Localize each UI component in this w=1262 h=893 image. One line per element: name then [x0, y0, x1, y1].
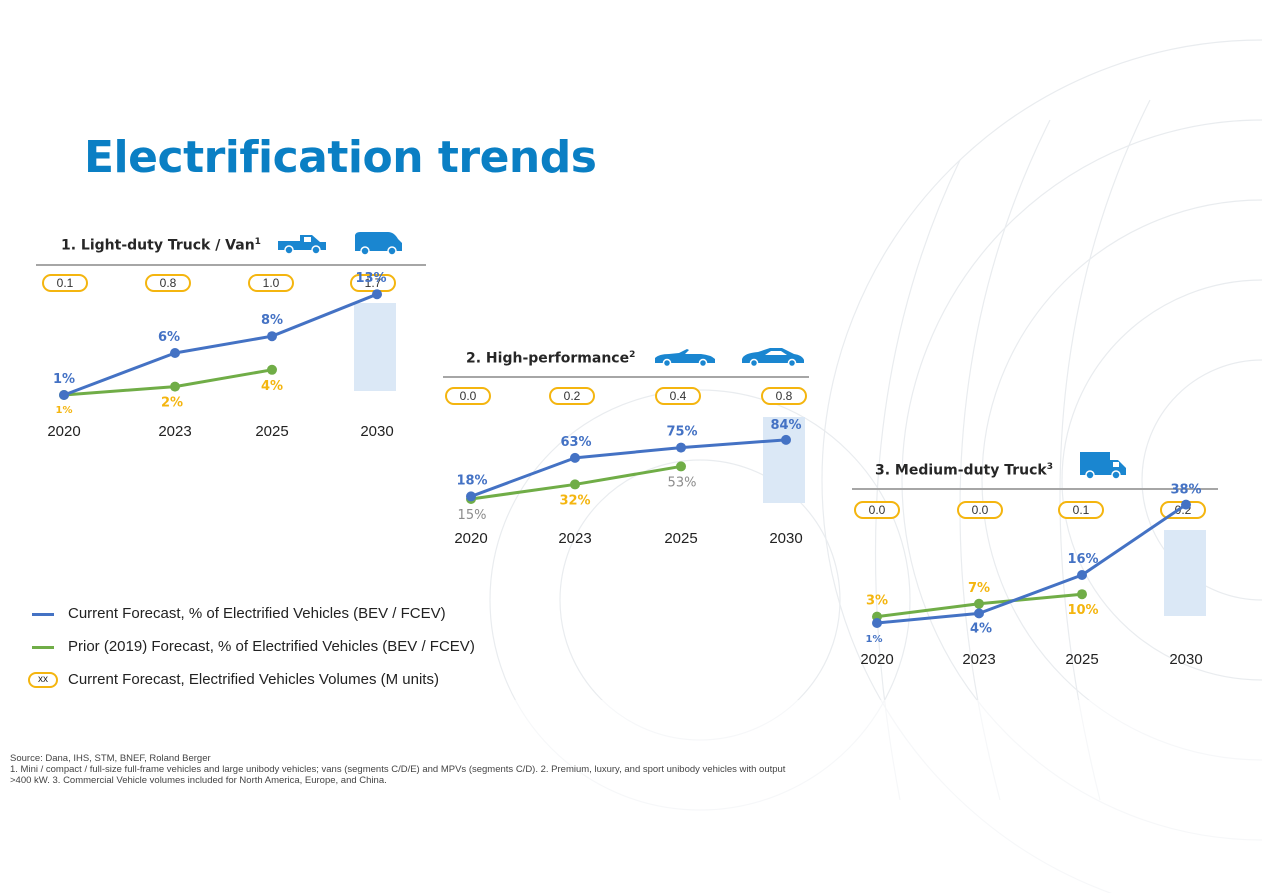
legend-label: Current Forecast, Electrified Vehicles V… [68, 671, 439, 688]
data-point-prior [974, 598, 984, 609]
highlight-band [1164, 530, 1206, 616]
footnote-line: 1. Mini / compact / full-size full-frame… [10, 764, 786, 775]
volume-pill: 0.1 [1058, 501, 1104, 519]
data-label: 4% [261, 379, 283, 394]
data-label: 1% [53, 372, 75, 387]
data-point-current [1181, 499, 1191, 510]
line-plot: 3% 7% 10% 1% 4% 16% 38% 2020 2023 2025 2030 [860, 483, 1206, 668]
chart-panel-medium-duty: 3. Medium-duty Truck3 0.0 0.0 0.1 0.2 3%… [852, 450, 1220, 670]
panel-title: 3. Medium-duty Truck3 [875, 462, 1053, 479]
data-label: 63% [560, 435, 591, 450]
category-label: 2030 [769, 530, 802, 547]
volume-pill: 0.8 [761, 387, 807, 405]
data-label: 3% [866, 594, 888, 609]
legend-swatch-prior [32, 646, 54, 649]
volume-pill: 0.0 [854, 501, 900, 519]
category-label: 2023 [558, 530, 591, 547]
series-line-current [63, 292, 378, 397]
category-label: 2025 [1065, 651, 1098, 668]
data-label: 32% [559, 493, 590, 508]
data-label: 1% [56, 405, 73, 416]
category-label: 2025 [255, 423, 288, 440]
page-title: Electrification trends [84, 132, 597, 183]
data-point-prior [170, 381, 180, 392]
data-label: 38% [1170, 483, 1201, 498]
category-label: 2020 [47, 423, 80, 440]
data-label: 10% [1067, 603, 1098, 618]
sports-car-icon [742, 348, 804, 368]
data-label: 15% [458, 508, 487, 523]
pickup-truck-icon [278, 235, 326, 255]
data-point-current [372, 289, 382, 300]
data-label: 75% [666, 425, 697, 440]
highlight-band [354, 303, 396, 391]
data-point-prior [570, 479, 580, 490]
chart-panel-light-duty: 1. Light-duty Truck / Van1 0.1 0.8 1.0 1… [36, 228, 428, 448]
legend-swatch-current [32, 613, 54, 616]
data-point-prior [1077, 589, 1087, 600]
panel-rule [36, 264, 426, 266]
line-plot: 1% 2% 4% 1% 6% 8% 13% 2020 2023 2025 2030 [47, 271, 396, 440]
category-label: 2023 [962, 651, 995, 668]
panel-rule [852, 488, 1218, 490]
data-label: 8% [261, 313, 283, 328]
series-line-current [876, 503, 1187, 625]
category-label: 2030 [360, 423, 393, 440]
legend-swatch-volumes: xx [28, 672, 58, 688]
data-point-current [59, 390, 69, 400]
data-label: 13% [355, 271, 386, 286]
series-line-current [470, 438, 787, 498]
data-label: 84% [770, 418, 801, 433]
category-label: 2023 [158, 423, 191, 440]
volume-pill: 0.4 [655, 387, 701, 405]
data-point-current [676, 442, 686, 453]
volume-pill: 0.2 [549, 387, 595, 405]
data-label: 53% [668, 475, 697, 490]
panel-title: 1. Light-duty Truck / Van1 [61, 237, 261, 254]
category-label: 2020 [454, 530, 487, 547]
data-label: 4% [970, 621, 992, 636]
panel-rule [443, 376, 809, 378]
data-point-current [570, 452, 580, 463]
data-point-current [267, 331, 277, 342]
volume-pill: 0.0 [445, 387, 491, 405]
highlight-band [763, 417, 805, 503]
category-label: 2020 [860, 651, 893, 668]
data-point-current [974, 608, 984, 619]
category-label: 2030 [1169, 651, 1202, 668]
data-point-current [170, 348, 180, 358]
data-point-current [781, 434, 791, 445]
van-icon [355, 232, 402, 256]
legend-label: Current Forecast, % of Electrified Vehic… [68, 605, 446, 622]
data-label: 16% [1067, 552, 1098, 567]
footnote-line: >400 kW. 3. Commercial Vehicle volumes i… [10, 775, 387, 786]
legend-label: Prior (2019) Forecast, % of Electrified … [68, 638, 475, 655]
volume-pill: 1.0 [248, 274, 294, 292]
data-point-prior [676, 461, 686, 472]
data-point-current [872, 618, 882, 628]
line-plot: 15% 32% 53% 18% 63% 75% 84% 2020 2023 2025 2030 [454, 417, 805, 547]
source-note: Source: Dana, IHS, STM, BNEF, Roland Ber… [10, 753, 211, 764]
chart-panel-high-performance: 2. High-performance2 0.0 0.2 0.4 0.8 15%… [443, 341, 811, 561]
data-label: 2% [161, 396, 183, 411]
footnotes: Source: Dana, IHS, STM, BNEF, Roland Ber… [10, 753, 890, 786]
volume-pill: 1.7 [350, 274, 396, 292]
data-point-current [1077, 570, 1087, 580]
box-truck-icon [1080, 452, 1126, 480]
volume-pill: 0.0 [957, 501, 1003, 519]
data-point-current [466, 491, 476, 502]
panel-title: 2. High-performance2 [466, 350, 636, 367]
data-label: 18% [456, 473, 487, 488]
data-label: 1% [866, 634, 883, 645]
convertible-car-icon [655, 349, 715, 368]
volume-pill: 0.8 [145, 274, 191, 292]
category-label: 2025 [664, 530, 697, 547]
data-label: 7% [968, 581, 990, 596]
data-point-prior [267, 364, 277, 375]
volume-pill: 0.1 [42, 274, 88, 292]
data-label: 6% [158, 330, 180, 345]
